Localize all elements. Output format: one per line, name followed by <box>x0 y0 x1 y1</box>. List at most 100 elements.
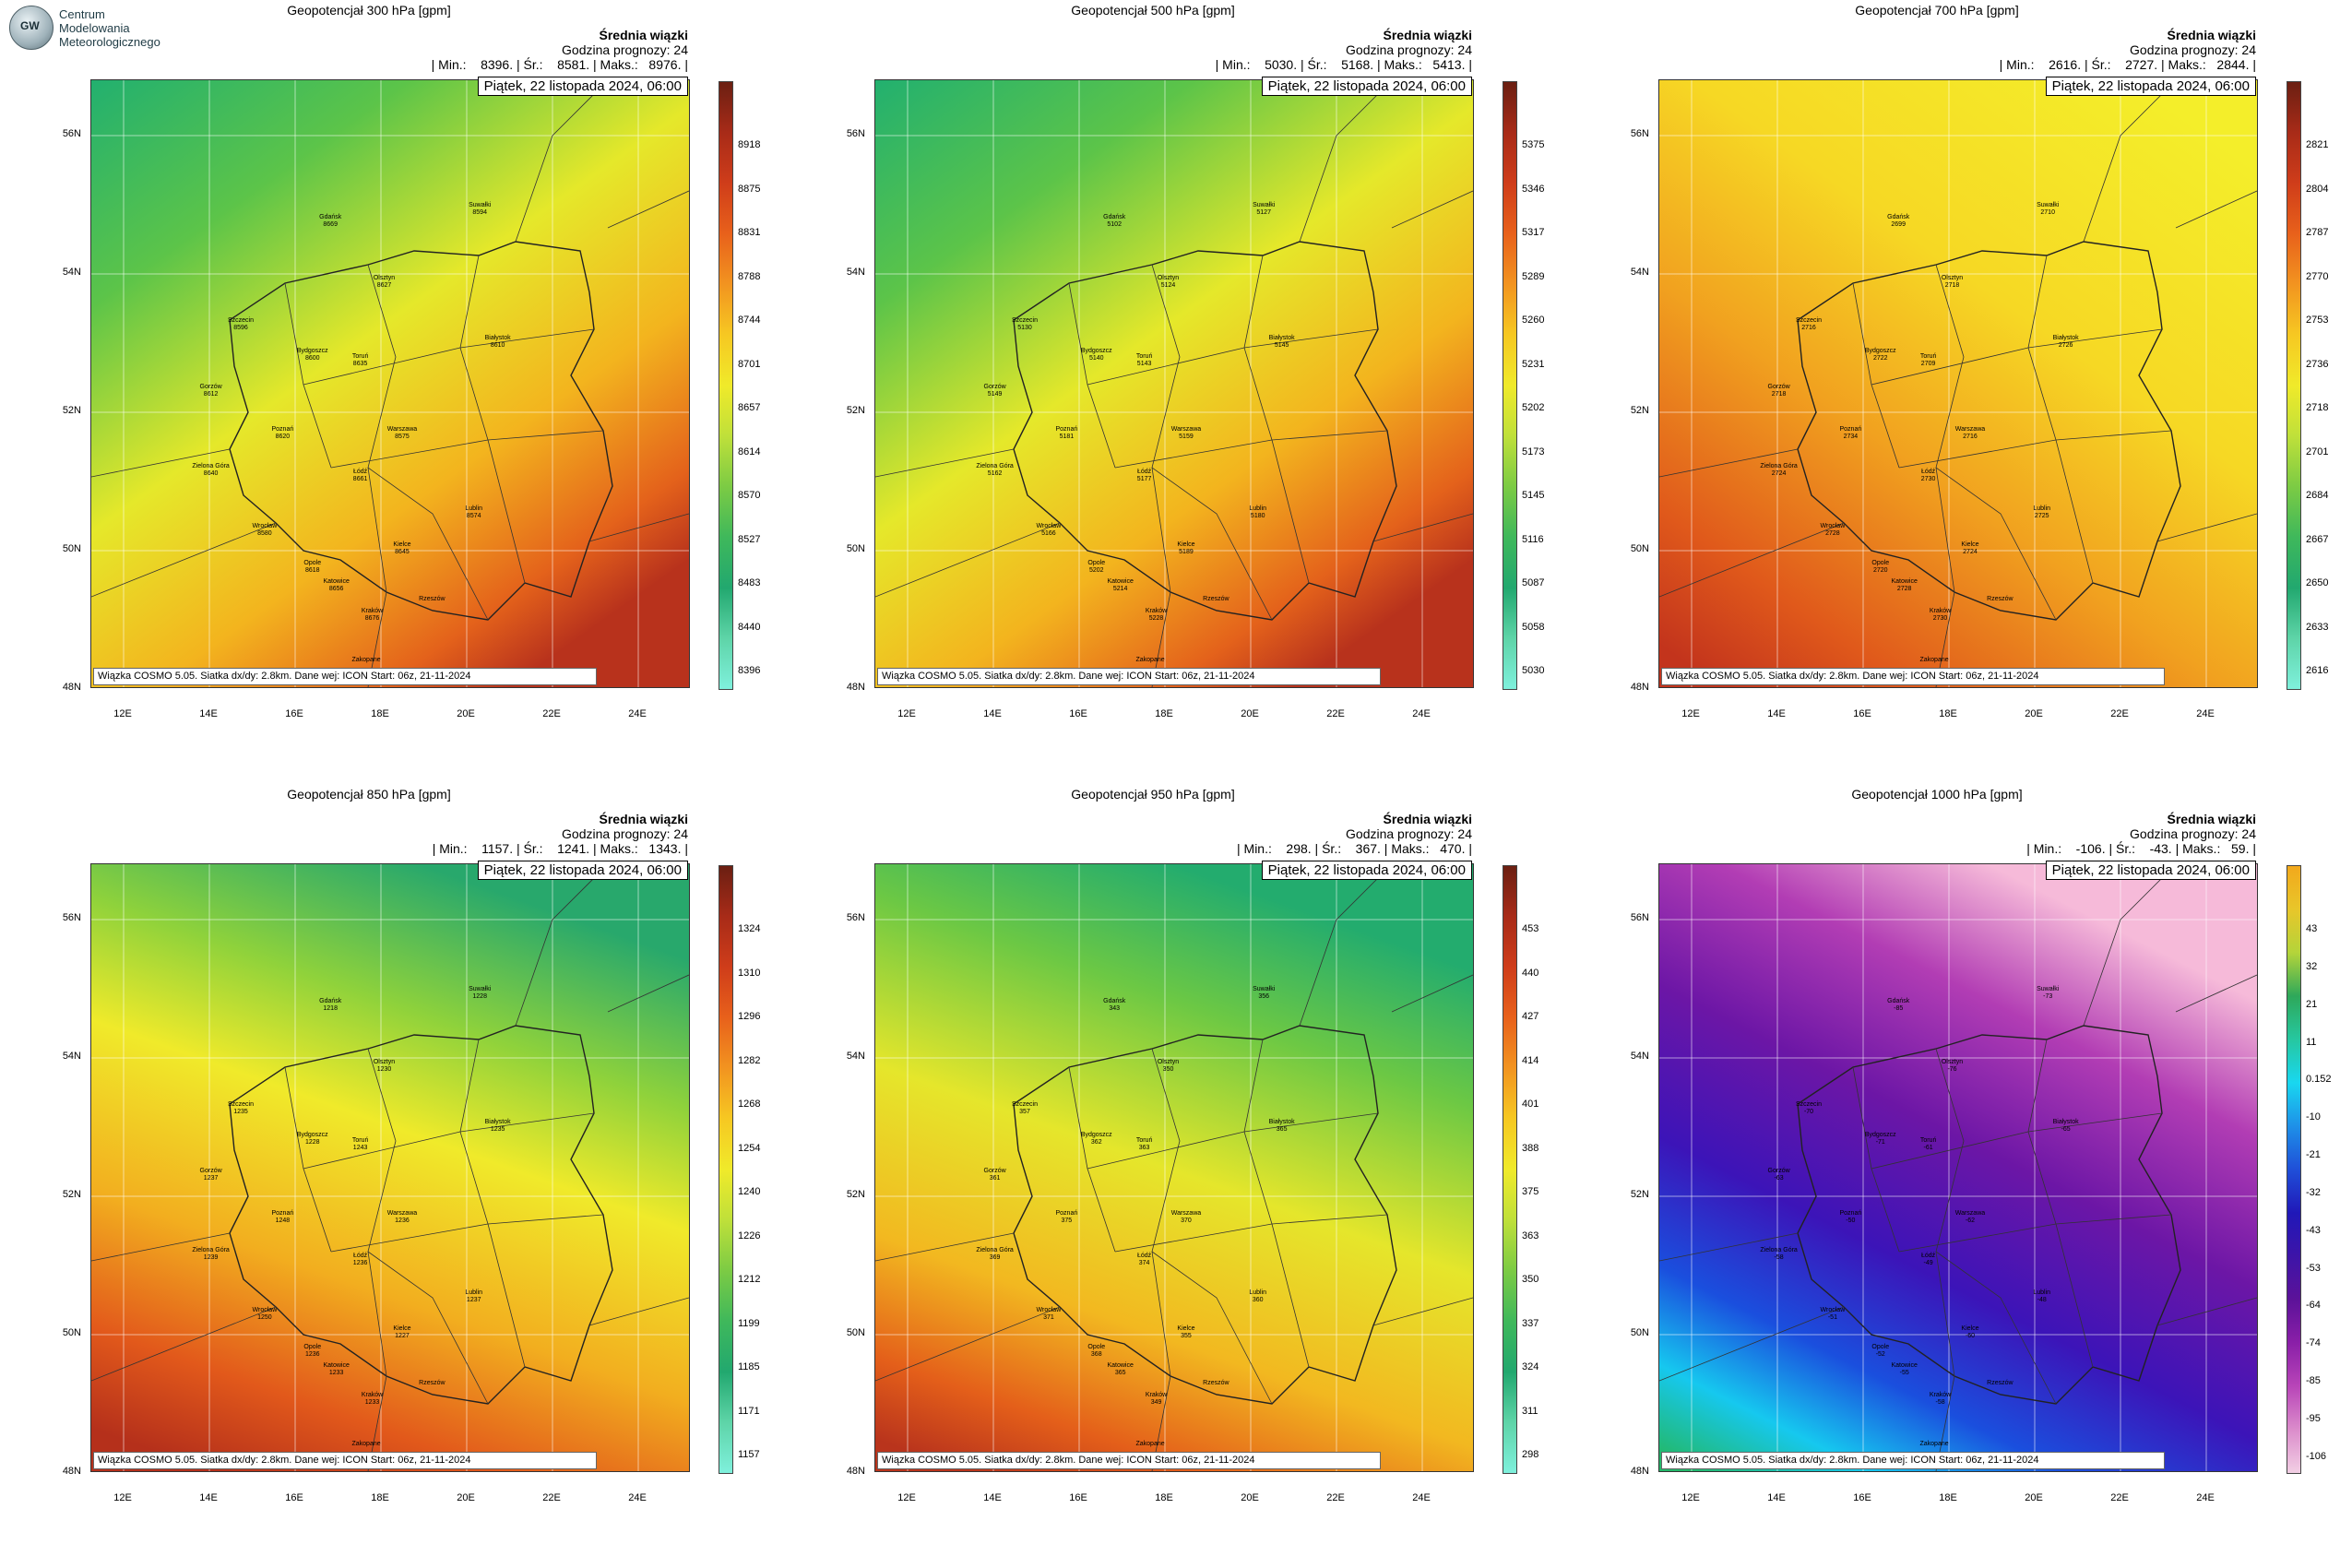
city-name: Poznań <box>1055 1210 1078 1218</box>
forecast-hour: Godzina prognozy: 24 <box>1346 826 1472 841</box>
city-marker: Poznań 1248 <box>255 1210 310 1225</box>
stats-line: | Min.: -106. | Śr.: -43. | Maks.: 59. | <box>2026 841 2256 856</box>
color-scale-label: 1199 <box>738 1317 760 1329</box>
country-border <box>2156 513 2257 542</box>
city-name: Gorzów <box>983 1168 1006 1174</box>
city-name: Wrocław <box>1820 523 1846 530</box>
color-scale-label: -10 <box>2306 1111 2321 1123</box>
city-value: 1228 <box>472 992 487 1000</box>
city-marker: Suwałki 2710 <box>2020 202 2075 217</box>
city-name: Rzeszów <box>1987 1380 2013 1387</box>
color-scale-label: 5231 <box>1522 358 1545 370</box>
color-scale-label: 5030 <box>1522 665 1545 677</box>
city-value: 1243 <box>352 1145 368 1152</box>
color-scale-label: 1254 <box>738 1142 761 1154</box>
city-name: Poznań <box>271 1210 294 1218</box>
city-marker: Toruń 363 <box>1117 1137 1172 1152</box>
valid-date: Piątek, 22 listopada 2024, 06:00 <box>2045 861 2256 880</box>
valid-date: Piątek, 22 listopada 2024, 06:00 <box>2045 77 2256 96</box>
city-name: Łódź <box>1137 469 1152 476</box>
longitude-label: 14E <box>1767 1492 1786 1503</box>
city-marker: Poznań 2734 <box>1823 426 1878 441</box>
city-marker: Kielce 355 <box>1158 1325 1214 1340</box>
region-border <box>1871 1112 2163 1170</box>
panel-1: Geopotencjał 500 hPa [gpm] Średnia wiązki… <box>784 0 1568 784</box>
city-name: Gorzów <box>983 384 1006 390</box>
city-marker: Kraków 349 <box>1129 1392 1184 1407</box>
city-value: 343 <box>1109 1004 1121 1012</box>
city-value: 1218 <box>323 1004 338 1012</box>
poland-border <box>1797 241 2181 621</box>
latitude-label: 48N <box>62 1466 81 1477</box>
city-marker: Opole 1236 <box>285 1344 340 1359</box>
longitude-label: 24E <box>1412 708 1431 719</box>
country-border <box>1659 522 1845 598</box>
city-value: 349 <box>1150 1399 1162 1407</box>
city-value: 2728 <box>1896 585 1912 592</box>
city-marker: Kraków 8676 <box>345 608 400 623</box>
city-name: Białystok <box>1268 335 1295 342</box>
city-value: 5181 <box>1059 434 1075 441</box>
city-name: Rzeszów <box>1203 1380 1229 1387</box>
city-name: Gorzów <box>1767 384 1790 390</box>
color-scale-label: 2736 <box>2306 358 2329 370</box>
stats-line: | Min.: 298. | Śr.: 367. | Maks.: 470. | <box>1237 841 1472 856</box>
longitude-label: 16E <box>1069 708 1087 719</box>
map-area: Gdańsk 2699 Olsztyn 2718 Suwałki 2710 Szczecin… <box>1658 79 2258 688</box>
city-value: 5143 <box>1136 361 1152 368</box>
region-border <box>1935 1048 1965 1377</box>
city-value: -63 <box>1774 1175 1784 1182</box>
poland-border <box>1013 1025 1397 1405</box>
longitude-label: 12E <box>897 708 916 719</box>
color-scale-label: 5260 <box>1522 315 1545 327</box>
color-scale-label: 5317 <box>1522 227 1545 239</box>
city-value: 8610 <box>490 342 505 350</box>
logo-line-2: Modelowania <box>59 21 130 35</box>
city-name: Rzeszów <box>419 1380 445 1387</box>
city-value: 2720 <box>1872 566 1888 574</box>
city-name: Olsztyn <box>1941 1058 1964 1065</box>
city-name: Kielce <box>1177 1325 1195 1333</box>
city-marker: Opole 368 <box>1069 1344 1124 1359</box>
color-scale-bar <box>2287 81 2301 690</box>
city-value: 8618 <box>304 566 320 574</box>
city-name: Poznań <box>271 426 294 434</box>
city-marker: Gorzów 1237 <box>184 1168 239 1182</box>
color-scale-label: -64 <box>2306 1300 2321 1312</box>
city-value: 362 <box>1090 1138 1102 1146</box>
city-marker: Gdańsk 2699 <box>1871 214 1926 229</box>
city-marker: Rzeszów <box>1972 1380 2027 1387</box>
city-marker: Szczecin 8596 <box>213 317 268 332</box>
city-marker: Białystok 1235 <box>470 1119 526 1134</box>
panel-title: Geopotencjał 700 hPa [gpm] <box>1855 3 2019 18</box>
latitude-label: 48N <box>846 1466 865 1477</box>
city-marker: Suwałki -73 <box>2020 986 2075 1001</box>
city-name: Wrocław <box>252 1307 278 1314</box>
color-scale-label: 8788 <box>738 270 761 282</box>
country-border <box>1299 864 1393 1027</box>
ensemble-info: Średnia wiązki Godzina prognozy: 24 | Min.… <box>1216 28 1472 72</box>
city-value: -61 <box>1923 1145 1933 1152</box>
country-border <box>91 522 277 598</box>
city-name: Szczecin <box>1795 316 1822 324</box>
map-area: Gdańsk 5102 Olsztyn 5124 Suwałki 5127 Szczecin… <box>874 79 1474 688</box>
region-border <box>303 1112 595 1170</box>
city-name: Białystok <box>2052 335 2079 342</box>
city-marker: Zakopane <box>1123 657 1178 664</box>
country-border <box>1391 190 1473 229</box>
longitude-label: 14E <box>983 708 1002 719</box>
color-scale-label: 2753 <box>2306 315 2329 327</box>
city-marker: Katowice 5214 <box>1093 578 1148 593</box>
city-marker: Gdańsk 5102 <box>1087 214 1142 229</box>
city-value: -65 <box>2061 1126 2071 1134</box>
city-marker: Kraków 1233 <box>345 1392 400 1407</box>
city-value: 1236 <box>304 1350 320 1358</box>
country-border <box>1391 974 1473 1013</box>
color-scale-label: 8918 <box>738 139 761 150</box>
city-value: 5140 <box>1088 354 1104 362</box>
city-value: 5177 <box>1136 476 1152 483</box>
city-value: 5162 <box>987 469 1003 477</box>
color-scale-label: 8396 <box>738 665 761 677</box>
country-border <box>1372 513 1473 542</box>
city-name: Lublin <box>1249 505 1267 512</box>
